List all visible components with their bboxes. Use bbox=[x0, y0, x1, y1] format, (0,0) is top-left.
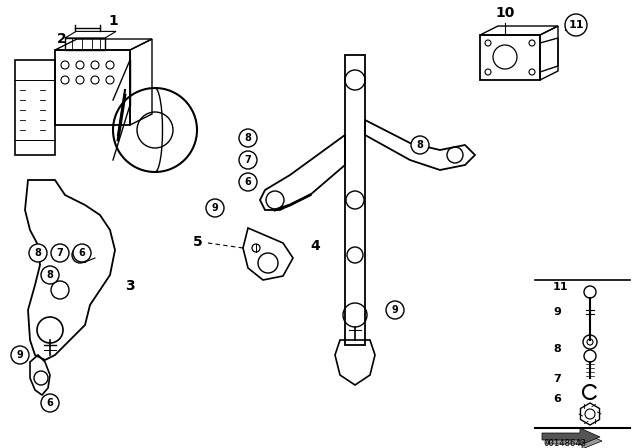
Polygon shape bbox=[546, 432, 602, 448]
Text: 4: 4 bbox=[310, 239, 320, 253]
Text: 8: 8 bbox=[417, 140, 424, 150]
Text: 9: 9 bbox=[17, 350, 24, 360]
Circle shape bbox=[73, 244, 91, 262]
Text: 8: 8 bbox=[35, 248, 42, 258]
Text: 2: 2 bbox=[57, 32, 67, 46]
Text: 1: 1 bbox=[108, 14, 118, 28]
Text: 7: 7 bbox=[244, 155, 252, 165]
Circle shape bbox=[565, 14, 587, 36]
Circle shape bbox=[11, 346, 29, 364]
Text: 6: 6 bbox=[244, 177, 252, 187]
Text: 11: 11 bbox=[568, 20, 584, 30]
Text: 3: 3 bbox=[125, 279, 134, 293]
Circle shape bbox=[29, 244, 47, 262]
Circle shape bbox=[41, 266, 59, 284]
Text: 9: 9 bbox=[392, 305, 398, 315]
Circle shape bbox=[51, 244, 69, 262]
Circle shape bbox=[206, 199, 224, 217]
Text: 6: 6 bbox=[79, 248, 85, 258]
Text: 6: 6 bbox=[553, 394, 561, 404]
Text: 8: 8 bbox=[47, 270, 53, 280]
Text: 10: 10 bbox=[495, 6, 515, 20]
Text: 6: 6 bbox=[47, 398, 53, 408]
Circle shape bbox=[239, 129, 257, 147]
Circle shape bbox=[239, 173, 257, 191]
Text: 8: 8 bbox=[553, 344, 561, 354]
Text: 7: 7 bbox=[553, 374, 561, 384]
Text: 8: 8 bbox=[244, 133, 252, 143]
Circle shape bbox=[239, 151, 257, 169]
Circle shape bbox=[386, 301, 404, 319]
Polygon shape bbox=[542, 428, 600, 445]
Text: 9: 9 bbox=[553, 307, 561, 317]
Circle shape bbox=[41, 394, 59, 412]
Text: 7: 7 bbox=[56, 248, 63, 258]
Circle shape bbox=[411, 136, 429, 154]
Text: 5: 5 bbox=[193, 235, 203, 249]
Text: 00148643: 00148643 bbox=[543, 439, 586, 448]
Text: 11: 11 bbox=[553, 282, 568, 292]
Text: 9: 9 bbox=[212, 203, 218, 213]
